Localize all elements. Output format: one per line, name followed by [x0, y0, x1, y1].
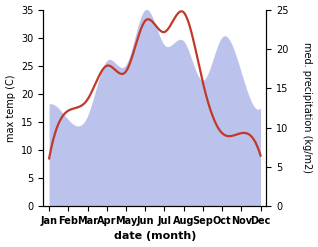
Y-axis label: max temp (C): max temp (C) — [5, 74, 16, 142]
Y-axis label: med. precipitation (kg/m2): med. precipitation (kg/m2) — [302, 42, 313, 173]
X-axis label: date (month): date (month) — [114, 231, 196, 242]
